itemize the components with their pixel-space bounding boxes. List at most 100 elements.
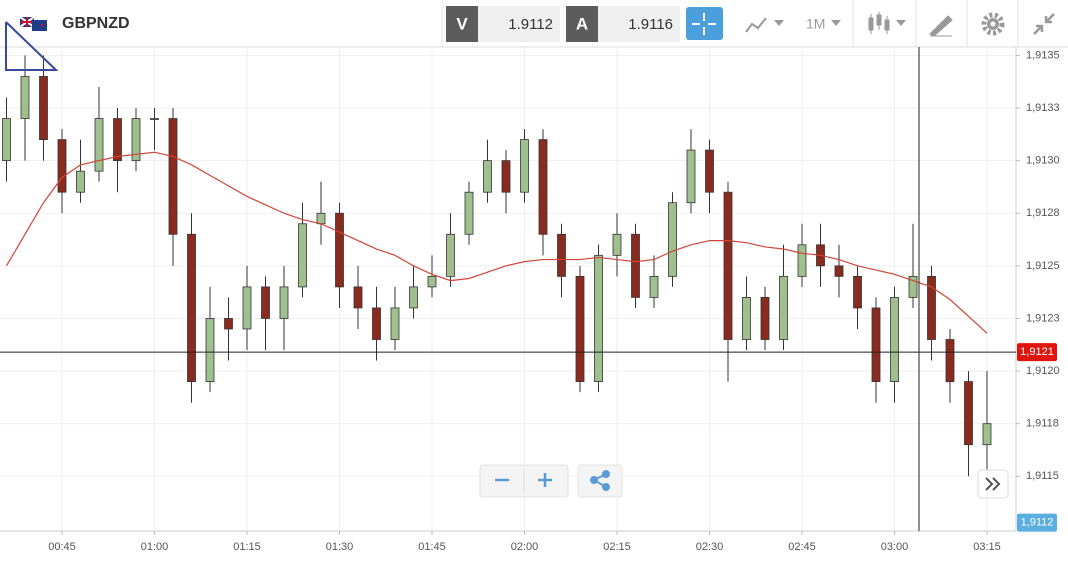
candle-body <box>945 339 955 382</box>
candle-body <box>57 139 67 193</box>
candle-body <box>39 76 48 140</box>
bid-button[interactable] <box>446 6 478 42</box>
candle-body <box>483 160 492 193</box>
x-tick-label: 02:00 <box>511 541 539 553</box>
candle-body <box>834 265 844 277</box>
candle-body <box>612 233 622 256</box>
candle-body <box>890 297 899 382</box>
candle-body <box>575 275 585 382</box>
plot <box>0 47 1016 531</box>
x-tick-label: 01:30 <box>326 541 354 553</box>
candle-body <box>335 212 344 288</box>
timeframe-arrow <box>831 20 841 26</box>
y-tick-label: 1,9130 <box>1026 155 1060 167</box>
last-price-label: 1,9121 <box>1020 346 1054 358</box>
candle-body <box>908 275 918 298</box>
candle-body <box>871 307 881 382</box>
y-tick-label: 1,9123 <box>1026 312 1060 324</box>
ask-button[interactable] <box>566 6 598 42</box>
candle-body <box>279 286 289 319</box>
candle-body <box>686 149 696 204</box>
y-tick-label: 1,9133 <box>1026 102 1060 114</box>
timeframe[interactable]: 1M <box>806 16 825 32</box>
bid-box <box>478 6 560 42</box>
candle-body <box>520 139 529 193</box>
candle-body <box>168 118 178 235</box>
settings-button[interactable] <box>981 12 1005 36</box>
bid-value: 1.9112 <box>508 16 553 33</box>
drawn-triangle <box>5 21 59 71</box>
candle-body <box>20 76 30 119</box>
candle-body <box>446 233 455 277</box>
scroll-end-button[interactable] <box>977 469 1009 499</box>
candle-body <box>594 254 603 382</box>
candle-body <box>242 286 252 330</box>
symbol: GBPNZD <box>62 15 130 32</box>
x-tick-label: 01:45 <box>418 541 446 553</box>
y-tick-label: 1,9118 <box>1026 418 1059 430</box>
candle-body <box>316 212 326 225</box>
candle-body <box>853 275 862 309</box>
y-tick-label: 1,9128 <box>1026 207 1060 219</box>
candle-body <box>705 149 714 193</box>
candle-body <box>205 318 215 382</box>
y-tick-label: 1,9115 <box>1026 470 1059 482</box>
candle-body <box>261 286 270 319</box>
candle-body <box>538 139 548 235</box>
chart-type-button[interactable] <box>745 17 784 33</box>
candle-body <box>113 118 122 162</box>
candle-body <box>76 170 85 193</box>
candle-body <box>150 118 159 120</box>
last-price-tag <box>1017 343 1057 362</box>
candle-body <box>501 160 511 193</box>
candle-body <box>2 118 11 162</box>
candle-body <box>964 381 973 446</box>
candle-body <box>982 423 992 446</box>
candle-body <box>298 223 307 288</box>
moving-average <box>5 151 988 334</box>
y-tick-label: 1,9135 <box>1026 49 1060 61</box>
candle-body <box>631 233 640 298</box>
x-tick-label: 02:45 <box>788 541 816 553</box>
zoom-controls <box>479 464 623 498</box>
candle-body <box>187 233 196 382</box>
share-button[interactable] <box>590 470 610 491</box>
candle-body <box>797 244 807 277</box>
candle-body <box>409 286 418 309</box>
candle-body <box>760 297 770 340</box>
x-tick-label: 00:45 <box>48 541 76 553</box>
bid-price-label: 1,9112 <box>1021 516 1054 528</box>
y-tick-label: 1,9120 <box>1026 365 1060 377</box>
candle-body <box>668 202 677 277</box>
zoom-in[interactable] <box>538 473 552 487</box>
candle-body <box>131 118 141 162</box>
draw-button[interactable] <box>929 15 953 37</box>
ask-label: A <box>576 14 588 33</box>
candle-body <box>557 233 566 277</box>
x-tick-label: 03:00 <box>881 541 909 553</box>
candle-body <box>427 275 437 288</box>
candle-body <box>723 191 733 340</box>
x-tick-label: 01:15 <box>233 541 261 553</box>
candle-body <box>464 191 474 235</box>
x-tick-label: 03:15 <box>973 541 1001 553</box>
candle-body <box>927 275 936 340</box>
x-tick-label: 01:00 <box>141 541 169 553</box>
candle-body <box>742 297 751 340</box>
crosshair-button[interactable] <box>686 7 723 40</box>
candle-body <box>224 318 233 330</box>
ask-box <box>598 6 680 42</box>
candle-body <box>94 118 104 172</box>
ask-value: 1.9116 <box>628 16 673 33</box>
x-tick-label: 02:15 <box>603 541 631 553</box>
bid-label: V <box>456 14 468 33</box>
candle-icon-button[interactable] <box>868 12 906 34</box>
x-tick-label: 02:30 <box>696 541 724 553</box>
bid-price-tag <box>1017 513 1057 532</box>
y-axis: 1,9135 1,9133 1,9130 1,9128 1,9125 1,9123 1,91… <box>48 49 1059 553</box>
candle-body <box>372 307 381 340</box>
collapse-button[interactable] <box>1033 13 1055 35</box>
candle-body <box>779 275 788 340</box>
y-tick-label: 1,9125 <box>1026 260 1060 272</box>
